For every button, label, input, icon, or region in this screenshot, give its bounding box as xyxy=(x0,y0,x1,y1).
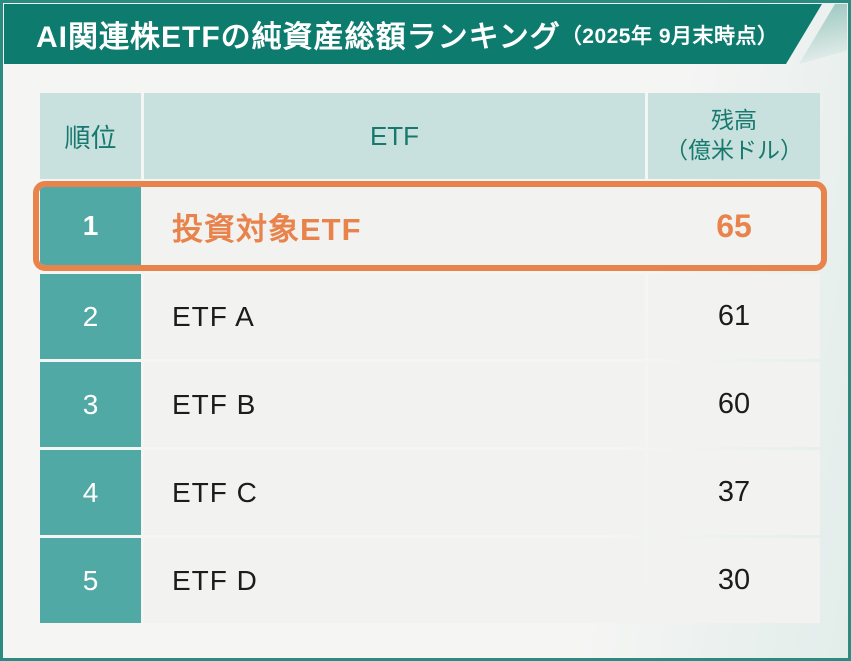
column-header-balance-line1: 残高 xyxy=(711,107,757,134)
rank-cell: 3 xyxy=(40,362,141,447)
table-row: 4 ETF C 37 xyxy=(40,450,820,535)
balance-value-cell: 61 xyxy=(648,274,820,359)
table-row: 2 ETF A 61 xyxy=(40,274,820,359)
etf-name-cell: ETF D xyxy=(144,538,645,623)
column-header-etf: ETF xyxy=(144,93,645,179)
page-title-date: （2025年 9月末時点） xyxy=(560,25,779,48)
title-text-wrap: AI関連株ETFの純資産総額ランキング （2025年 9月末時点） xyxy=(36,4,779,64)
title-banner: AI関連株ETFの純資産総額ランキング （2025年 9月末時点） xyxy=(4,4,847,64)
rank-cell: 5 xyxy=(40,538,141,623)
rank-cell: 2 xyxy=(40,274,141,359)
etf-name-cell: 投資対象ETF xyxy=(144,187,645,265)
table-row-highlighted: 1 投資対象ETF 65 xyxy=(33,181,827,271)
rank-cell: 4 xyxy=(40,450,141,535)
etf-name-cell: ETF C xyxy=(144,450,645,535)
balance-value-cell: 65 xyxy=(648,187,820,265)
page-title: AI関連株ETFの純資産総額ランキング xyxy=(36,21,561,54)
rank-cell: 1 xyxy=(40,187,141,265)
title-banner-background xyxy=(4,4,822,64)
column-header-rank: 順位 xyxy=(40,93,141,179)
balance-value-cell: 30 xyxy=(648,538,820,623)
etf-name-cell: ETF B xyxy=(144,362,645,447)
etf-name-cell: ETF A xyxy=(144,274,645,359)
balance-value-cell: 60 xyxy=(648,362,820,447)
table-row: 3 ETF B 60 xyxy=(40,362,820,447)
table-header-row: 順位 ETF 残高 （億米ドル） xyxy=(40,93,820,179)
balance-value-cell: 37 xyxy=(648,450,820,535)
table-row: 5 ETF D 30 xyxy=(40,538,820,623)
ranking-table: 順位 ETF 残高 （億米ドル） 1 投資対象ETF 65 2 ETF A 61… xyxy=(33,93,827,623)
column-header-balance: 残高 （億米ドル） xyxy=(648,93,820,179)
column-header-balance-line2: （億米ドル） xyxy=(665,137,803,163)
table-row: 1 投資対象ETF 65 xyxy=(40,187,821,265)
